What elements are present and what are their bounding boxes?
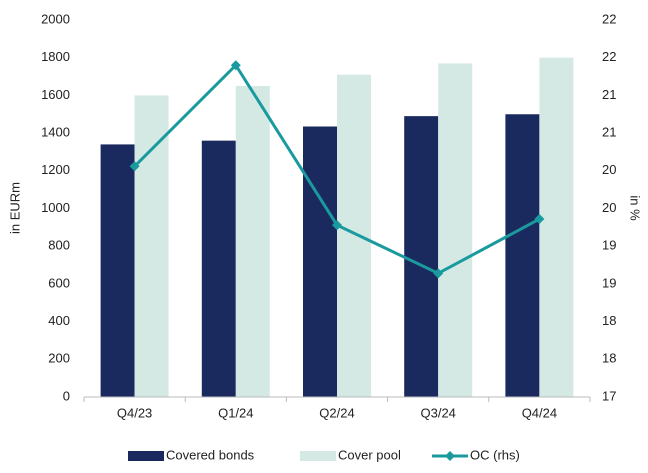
y2-tick-label: 19: [602, 238, 616, 253]
legend-label: Cover pool: [338, 447, 401, 462]
y2-tick-label: 17: [602, 388, 616, 403]
bar: [505, 114, 540, 397]
y-tick-label: 1800: [41, 49, 70, 64]
x-tick-label: Q2/24: [319, 405, 354, 420]
y2-tick-label: 18: [602, 351, 616, 366]
x-tick-label: Q4/23: [117, 405, 152, 420]
y2-tick-label: 21: [602, 125, 616, 140]
bar: [539, 57, 574, 397]
marker: [129, 161, 140, 172]
marker: [534, 214, 545, 225]
y-tick-label: 800: [48, 238, 70, 253]
x-tick-label: Q3/24: [420, 405, 455, 420]
y2-axis-label: in %: [628, 195, 643, 221]
y2-tick-label: 18: [602, 313, 616, 328]
marker: [332, 220, 342, 231]
x-tick-label: Q1/24: [218, 405, 253, 420]
y-tick-label: 1400: [41, 125, 70, 140]
bar: [235, 85, 270, 397]
bar: [201, 140, 236, 397]
y-tick-label: 600: [48, 275, 70, 290]
y-axis-label: in EURm: [7, 182, 22, 234]
y-tick-label: 0: [63, 388, 70, 403]
x-tick-label: Q4/24: [522, 405, 557, 420]
y2-tick-label: 19: [602, 275, 616, 290]
bar: [303, 126, 337, 397]
legend-swatch: [128, 451, 164, 461]
legend-label: OC (rhs): [470, 447, 520, 462]
y2-tick-label: 20: [602, 200, 616, 215]
y2-tick-label: 22: [602, 11, 616, 26]
bar: [134, 95, 169, 398]
y-tick-label: 2000: [41, 11, 70, 26]
y-tick-label: 1000: [41, 200, 70, 215]
bar: [337, 74, 371, 397]
y-tick-label: 200: [48, 351, 70, 366]
marker: [230, 60, 241, 71]
y-tick-label: 1200: [41, 162, 70, 177]
y-tick-label: 1600: [41, 87, 70, 102]
legend-swatch: [300, 451, 336, 461]
bar: [100, 144, 135, 397]
legend-marker: [445, 451, 455, 461]
y2-tick-label: 22: [602, 49, 616, 64]
marker: [433, 268, 444, 279]
bar: [438, 63, 473, 397]
y2-tick-label: 21: [602, 87, 616, 102]
y-tick-label: 400: [48, 313, 70, 328]
bar: [404, 116, 439, 397]
legend-label: Covered bonds: [166, 447, 255, 462]
y2-tick-label: 20: [602, 162, 616, 177]
